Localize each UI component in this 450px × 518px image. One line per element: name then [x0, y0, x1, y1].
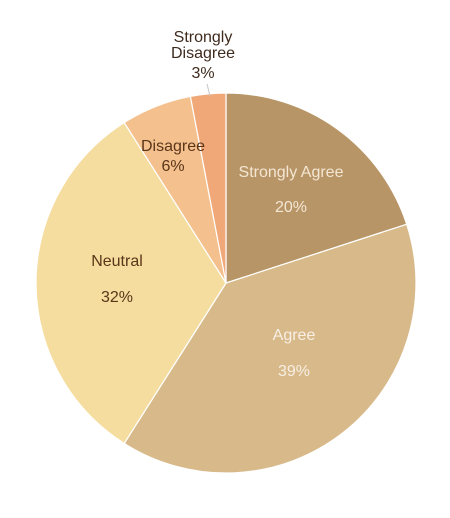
pie-slice-1: [123, 223, 417, 474]
pie-percent-2: 32%: [101, 289, 133, 306]
pie-label-group-3: Disagree 6%: [141, 138, 205, 175]
pie-label-group-2: Neutral 32%: [91, 253, 143, 306]
pie-label-3-line-0: Disagree: [141, 138, 205, 155]
pie-slice-4: [189, 92, 227, 284]
pie-percent-3: 6%: [161, 158, 184, 175]
pie-label-1-line-0: Agree: [273, 327, 316, 344]
pie-percent-0: 20%: [275, 199, 307, 216]
pie-label-group-1: Agree 39%: [273, 327, 316, 380]
pie-label-4-line-1: Disagree: [171, 45, 235, 62]
pie-slice-0: [225, 92, 408, 284]
pie-label-0-line-0: Strongly Agree: [239, 164, 344, 181]
pie-slice-2: [35, 121, 227, 445]
pie-label-4-line-0: Strongly: [174, 29, 233, 46]
pie-label-group-0: Strongly Agree 20%: [239, 164, 344, 216]
pie-percent-1: 39%: [278, 363, 310, 380]
leader-line: [206, 83, 211, 97]
pie-percent-4: 3%: [191, 65, 214, 82]
pie-label-2-line-0: Neutral: [91, 253, 143, 270]
